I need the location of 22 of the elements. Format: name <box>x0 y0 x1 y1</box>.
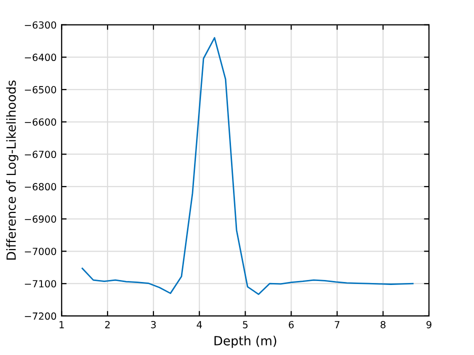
x-tick-label: 7 <box>334 321 340 328</box>
y-tick-label: −7000 <box>24 248 56 256</box>
x-tick-label: 4 <box>196 321 202 328</box>
y-tick-label: −7100 <box>24 280 56 288</box>
y-tick-label: −6400 <box>24 54 56 62</box>
line-series <box>82 37 414 295</box>
x-tick-label: 1 <box>60 321 64 328</box>
x-tick-label: 6 <box>288 320 294 328</box>
x-tick-label: 5 <box>242 321 248 328</box>
y-tick-label: −6300 <box>24 21 56 29</box>
y-tick-label: −7200 <box>24 312 56 320</box>
y-tick-label: −6800 <box>24 183 56 190</box>
x-tick-label: 8 <box>380 320 386 328</box>
x-axis-title: Depth (m) <box>214 336 276 348</box>
y-tick-label: −6600 <box>24 118 56 126</box>
x-tick-label: 2 <box>105 320 110 328</box>
y-axis-title: Difference of Log-Likelihoods <box>6 80 18 260</box>
x-tick-label: 3 <box>151 320 156 328</box>
y-tick-label: −6500 <box>24 86 56 94</box>
x-tick-label: 9 <box>426 320 432 328</box>
y-tick-label: −6700 <box>24 150 56 158</box>
y-tick-label: −6900 <box>24 215 56 223</box>
